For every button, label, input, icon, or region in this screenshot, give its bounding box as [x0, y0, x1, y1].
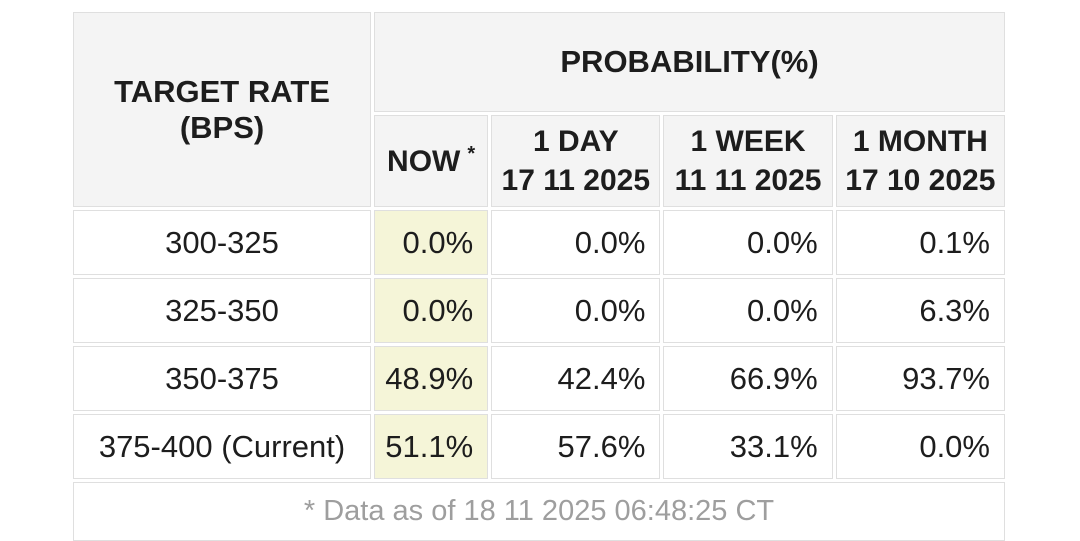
one-week-probability-cell: 0.0% — [663, 210, 833, 275]
rate-probability-table: TARGET RATE (BPS) PROBABILITY(%) NOW * 1 … — [70, 9, 1008, 541]
one-day-probability-cell: 0.0% — [491, 278, 661, 343]
column-label: 1 MONTH — [852, 125, 988, 158]
now-probability-cell: 0.0% — [374, 278, 489, 343]
footnote-row: * Data as of 18 11 2025 06:48:25 CT — [73, 482, 1005, 541]
column-header-1-day: 1 DAY 17 11 2025 — [491, 115, 661, 207]
one-day-probability-cell: 0.0% — [491, 210, 661, 275]
target-rate-cell: 300-325 — [73, 210, 372, 275]
column-header-now: NOW * — [374, 115, 489, 207]
one-week-probability-cell: 0.0% — [663, 278, 833, 343]
one-month-probability-cell: 0.1% — [835, 210, 1005, 275]
column-date: 11 11 2025 — [674, 164, 822, 197]
data-as-of-footnote: * Data as of 18 11 2025 06:48:25 CT — [73, 482, 1005, 541]
target-rate-cell: 325-350 — [73, 278, 372, 343]
now-probability-cell: 51.1% — [374, 414, 489, 479]
target-rate-cell: 375-400 (Current) — [73, 414, 372, 479]
one-month-probability-cell: 93.7% — [835, 346, 1005, 411]
one-month-probability-cell: 6.3% — [835, 278, 1005, 343]
table-row: 300-325 0.0% 0.0% 0.0% 0.1% — [73, 210, 1005, 275]
one-week-probability-cell: 33.1% — [663, 414, 833, 479]
now-probability-cell: 48.9% — [374, 346, 489, 411]
probability-group-header: PROBABILITY(%) — [374, 12, 1005, 112]
group-header-row: TARGET RATE (BPS) PROBABILITY(%) — [73, 12, 1005, 207]
column-label: 1 DAY — [532, 125, 619, 158]
now-label: NOW — [387, 144, 461, 178]
column-label: 1 WEEK — [690, 125, 806, 158]
target-rate-cell: 350-375 — [73, 346, 372, 411]
now-probability-cell: 0.0% — [374, 210, 489, 275]
one-day-probability-cell: 42.4% — [491, 346, 661, 411]
now-footnote-marker: * — [467, 142, 476, 165]
column-header-1-month: 1 MONTH 17 10 2025 — [835, 115, 1005, 207]
table-row: 325-350 0.0% 0.0% 0.0% 6.3% — [73, 278, 1005, 343]
column-date: 17 10 2025 — [845, 164, 996, 197]
one-month-probability-cell: 0.0% — [835, 414, 1005, 479]
column-date: 17 11 2025 — [501, 164, 651, 197]
table-row: 375-400 (Current) 51.1% 57.6% 33.1% 0.0% — [73, 414, 1005, 479]
one-week-probability-cell: 66.9% — [663, 346, 833, 411]
column-header-row: NOW * 1 DAY 17 11 2025 1 WEEK 11 11 2025 … — [73, 115, 1005, 207]
target-rate-header: TARGET RATE (BPS) — [73, 12, 372, 207]
column-header-1-week: 1 WEEK 11 11 2025 — [663, 115, 833, 207]
table-row: 350-375 48.9% 42.4% 66.9% 93.7% — [73, 346, 1005, 411]
one-day-probability-cell: 57.6% — [491, 414, 661, 479]
